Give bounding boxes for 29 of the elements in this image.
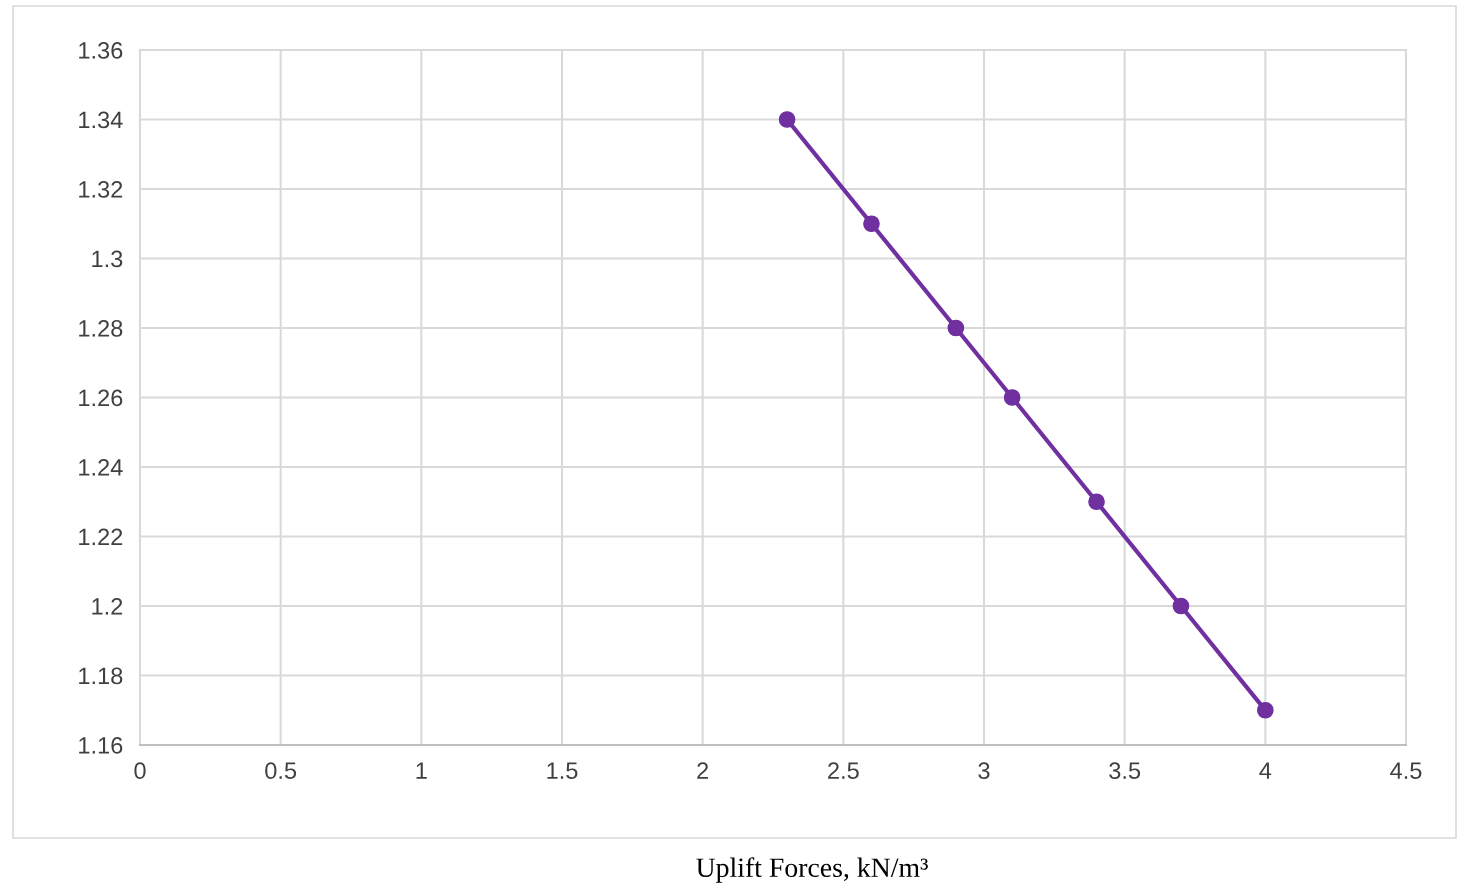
y-tick-label: 1.36 xyxy=(79,42,123,59)
x-axis-title: Uplift Forces, kN/m³ xyxy=(696,857,928,883)
x-tick-label: 0.5 xyxy=(265,762,297,780)
y-tick-label: 1.34 xyxy=(79,111,123,129)
y-tick-label: 1.16 xyxy=(79,737,123,754)
point xyxy=(1088,493,1105,511)
x-tick-label: 0 xyxy=(134,762,146,780)
y-tick-label: 1.2 xyxy=(92,598,123,615)
x-tick-label: 3.5 xyxy=(1109,762,1141,780)
point xyxy=(1172,597,1190,615)
y-tick-label: 1.28 xyxy=(79,320,123,337)
point xyxy=(947,319,965,337)
point xyxy=(778,111,796,128)
x-tick-label: 4.5 xyxy=(1390,762,1422,780)
y-tick-label: 1.32 xyxy=(79,181,123,198)
point xyxy=(1256,701,1274,719)
x-tick-label: 1.5 xyxy=(547,762,578,780)
x-tick-label: 1 xyxy=(416,762,427,779)
x-tick-label: 2 xyxy=(697,762,709,779)
y-tick-label: 1.24 xyxy=(79,459,123,476)
point xyxy=(1003,389,1021,406)
y-tick-label: 1.26 xyxy=(79,389,123,407)
y-tick-label: 1.22 xyxy=(79,528,123,546)
x-tick-label: 3 xyxy=(978,762,990,780)
point xyxy=(863,215,880,233)
y-tick-label: 1.3 xyxy=(92,250,123,268)
x-tick-label: 2.5 xyxy=(828,762,859,780)
x-tick-label: 4 xyxy=(1259,762,1272,779)
y-tick-label: 1.18 xyxy=(79,667,123,685)
